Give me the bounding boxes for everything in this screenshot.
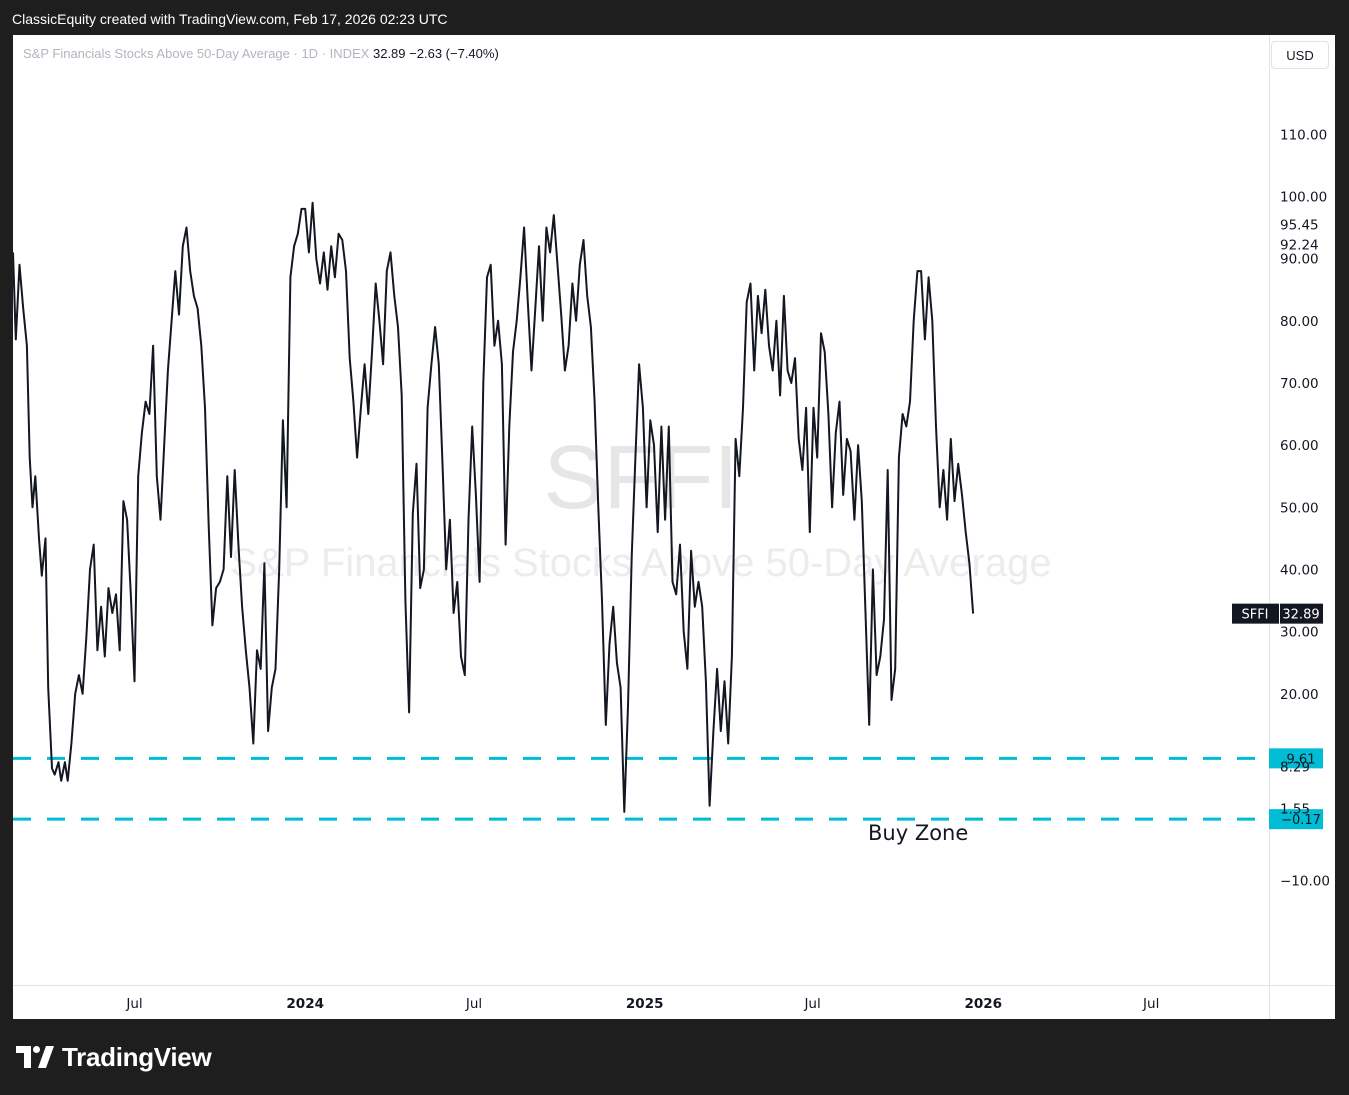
x-tick-label: Jul	[1142, 996, 1159, 1012]
upper-line-label-bg	[1269, 748, 1323, 769]
last-value-text: 32.89	[1282, 608, 1319, 623]
x-tick-label: Jul	[803, 996, 820, 1012]
axes: 110.00 100.00 90.00 80.00 70.00 60.00 50.00 40.…	[13, 35, 1335, 1019]
y-tick-label: 90.00	[1280, 252, 1319, 268]
series-line	[13, 201, 975, 813]
last-symbol-tag	[1232, 603, 1279, 624]
chart-canvas[interactable]: SFFI S&P Financials Stocks Above 50-Day …	[13, 35, 1335, 1019]
x-tick-label: Jul	[125, 996, 142, 1012]
y-tick-label: 80.00	[1280, 314, 1319, 330]
y-tick-label: 100.00	[1280, 189, 1327, 205]
chart-panel[interactable]: SFFI S&P Financials Stocks Above 50-Day …	[13, 35, 1335, 1019]
symbol-info: S&P Financials Stocks Above 50-Day Avera…	[23, 46, 499, 61]
symbol-name: S&P Financials Stocks Above 50-Day Avera…	[23, 46, 370, 61]
symbol-change: −2.63 (−7.40%)	[409, 46, 499, 61]
buy-zone-annotation: Buy Zone	[868, 821, 968, 845]
y-tick-label: 40.00	[1280, 562, 1319, 578]
price-labels: SFFI 32.89 9.61 −0.17 95.45 92.24 8.29 1.55	[1232, 218, 1323, 830]
y-tick-label: 50.00	[1280, 500, 1319, 516]
extra-price-label: 92.24	[1280, 238, 1319, 254]
brand-name: TradingView	[62, 1041, 212, 1072]
y-tick-label: 70.00	[1280, 376, 1319, 392]
watermark-name: S&P Financials Stocks Above 50-Day Avera…	[230, 541, 1051, 585]
x-tick-label: Jul	[465, 996, 482, 1012]
upper-line-label: 9.61	[1287, 752, 1316, 767]
last-value-tag	[1280, 603, 1323, 624]
extra-price-label: 95.45	[1280, 218, 1319, 234]
y-tick-label: −10.00	[1280, 873, 1330, 889]
lower-line-label: −0.17	[1281, 813, 1321, 828]
extra-price-label: 8.29	[1280, 760, 1310, 776]
x-tick-label: 2026	[965, 996, 1003, 1012]
x-tick-label: 2025	[626, 996, 664, 1012]
x-tick-label: 2024	[286, 996, 324, 1012]
tradingview-logo-icon	[16, 1046, 54, 1068]
y-tick-label: 20.00	[1280, 687, 1319, 703]
watermark-ticker: SFFI	[544, 428, 739, 528]
y-tick-label: 110.00	[1280, 127, 1327, 143]
tradingview-logo[interactable]: TradingView	[16, 1041, 212, 1072]
hlines	[13, 756, 1269, 821]
y-tick-label: 60.00	[1280, 438, 1319, 454]
chart-credit: ClassicEquity created with TradingView.c…	[12, 11, 448, 27]
y-tick-label: 30.00	[1280, 625, 1319, 641]
last-symbol-text: SFFI	[1241, 608, 1268, 623]
currency-button[interactable]: USD	[1271, 41, 1329, 69]
lower-line-label-bg	[1269, 809, 1323, 830]
symbol-last: 32.89	[372, 46, 406, 61]
extra-price-label: 1.55	[1280, 801, 1310, 817]
